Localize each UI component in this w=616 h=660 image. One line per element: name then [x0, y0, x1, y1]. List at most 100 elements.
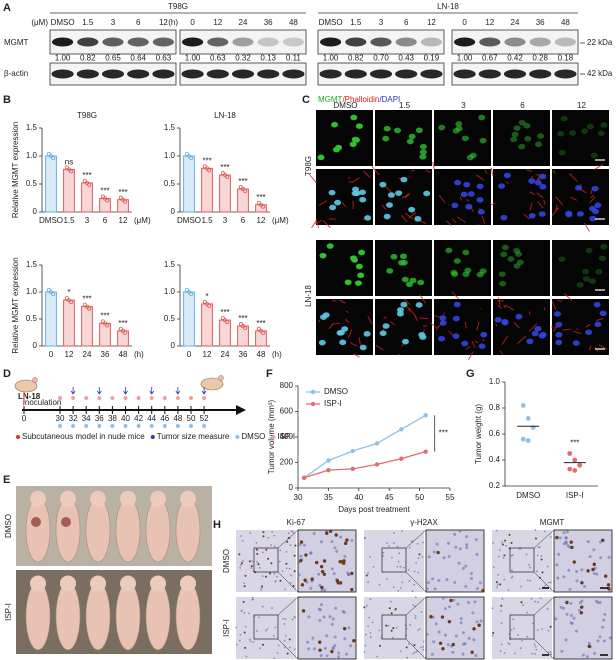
stained-dot	[314, 560, 319, 565]
stained-dot	[418, 553, 421, 556]
actin	[402, 192, 411, 199]
ratio-label: 0.43	[398, 54, 414, 63]
cell-dot	[386, 577, 388, 580]
inset-link	[405, 638, 427, 660]
actin	[465, 345, 471, 350]
actin	[464, 321, 467, 329]
cell-dot	[309, 551, 313, 555]
replicate-dot	[51, 291, 56, 296]
point	[423, 449, 428, 454]
unit-label: (μM)	[272, 216, 289, 225]
cell-dot	[270, 544, 272, 546]
nucleus	[355, 263, 363, 270]
cell-dot	[240, 610, 243, 612]
y-tick-label: 0	[171, 341, 176, 350]
stained-dot	[293, 554, 296, 557]
stained-dot	[451, 642, 455, 647]
nucleus	[594, 202, 602, 208]
band	[127, 37, 149, 47]
lane-label: 0	[190, 18, 195, 27]
nucleus	[445, 247, 453, 254]
replicate-dot	[121, 328, 126, 333]
band	[231, 69, 255, 79]
cell-dot	[408, 580, 411, 582]
cell-dot	[239, 633, 242, 636]
inset-link	[405, 596, 427, 616]
cell-dot	[363, 650, 366, 653]
actin	[570, 196, 578, 201]
cell-dot	[271, 607, 273, 609]
cell-dot	[289, 646, 291, 649]
nucleus	[498, 183, 506, 189]
nucleus	[350, 257, 358, 263]
cell-dot	[531, 622, 534, 625]
stained-dot	[299, 558, 303, 563]
nucleus	[415, 302, 423, 308]
point	[577, 462, 583, 468]
lane-label: 1.5	[82, 18, 94, 27]
cell-dot	[574, 629, 578, 633]
actin	[598, 344, 608, 350]
x-tick-label: 55	[446, 493, 455, 502]
stained-dot	[286, 540, 289, 543]
cell-dot	[283, 623, 286, 626]
cell-dot	[333, 546, 337, 550]
cell-dot	[470, 577, 474, 581]
y-tick-label: 0	[33, 341, 38, 350]
row-label: LN-18	[304, 285, 313, 307]
ihc-image	[364, 530, 424, 592]
cell-dot	[472, 638, 476, 642]
actin	[311, 219, 318, 229]
legend-label: DMSO	[241, 432, 265, 441]
band	[529, 37, 551, 47]
cell-dot	[465, 546, 469, 550]
inset-link	[533, 571, 555, 593]
cell-dot	[282, 617, 285, 620]
stained-dot	[261, 585, 264, 588]
band	[503, 69, 527, 79]
x-tick-label: 0	[49, 350, 54, 359]
cell-dot	[244, 625, 247, 628]
row-label: T98G	[304, 156, 313, 176]
cell-dot	[273, 572, 276, 575]
nucleus	[401, 276, 409, 283]
ratio-label: 0.67	[482, 54, 498, 63]
stained-dot	[441, 647, 445, 651]
nucleus	[494, 317, 502, 323]
day-label: 36	[95, 414, 104, 423]
nucleus	[383, 213, 391, 220]
y-tick-label: 0.5	[26, 179, 38, 188]
point	[567, 466, 573, 472]
nucleus	[349, 141, 357, 148]
cell-dot	[417, 571, 420, 574]
x-tick-label: 45	[385, 493, 394, 502]
stained-dot	[292, 585, 295, 588]
cell-dot	[285, 567, 288, 570]
cell-dot	[281, 570, 284, 572]
measure-arrow	[175, 387, 181, 395]
nucleus	[503, 172, 511, 179]
mouse-head	[90, 490, 106, 507]
day-label: 48	[173, 414, 182, 423]
panel-label: G	[466, 368, 475, 380]
cell-dot	[333, 635, 337, 639]
significance: ***	[118, 319, 127, 328]
cell-dot	[608, 636, 612, 640]
stained-dot	[580, 581, 584, 585]
stained-dot	[587, 644, 591, 649]
cell-dot	[478, 581, 482, 585]
y-tick-label: 0.5	[164, 314, 176, 323]
band	[102, 37, 124, 47]
actin	[401, 215, 408, 223]
cell-dot	[249, 532, 252, 534]
cell-dot	[293, 615, 296, 618]
mouse-icon	[14, 379, 38, 393]
cell-dot	[496, 584, 499, 586]
legend-marker	[271, 435, 276, 439]
blot-frame	[179, 29, 307, 55]
actin	[490, 202, 496, 206]
cell-dot	[569, 602, 573, 606]
cell-dot	[536, 629, 539, 632]
nucleus	[400, 259, 408, 266]
dose-dot	[58, 396, 62, 400]
